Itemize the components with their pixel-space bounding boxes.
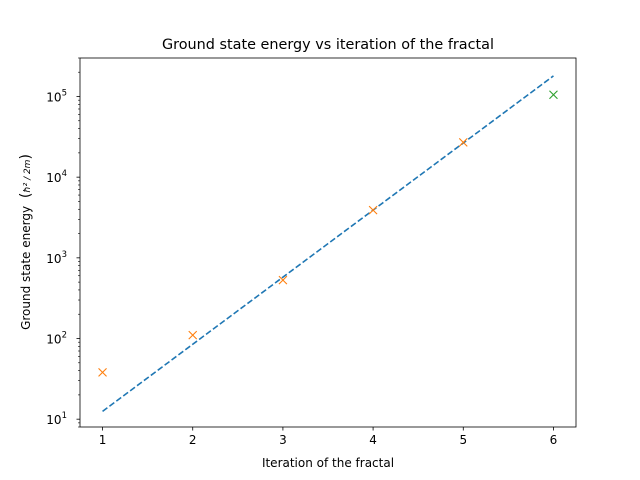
data-point xyxy=(98,368,107,377)
x-tick-label: 5 xyxy=(459,433,467,447)
chart-title: Ground state energy vs iteration of the … xyxy=(162,37,494,53)
y-axis-label-group: Ground state energy (ħ² / 2m) xyxy=(18,154,34,330)
data-point xyxy=(368,205,378,215)
data-point xyxy=(278,275,288,285)
fit-line xyxy=(102,75,554,413)
x-tick-label: 1 xyxy=(99,433,107,447)
y-axis-unit: ħ² / 2m xyxy=(23,159,33,192)
x-axis-label: Iteration of the fractal xyxy=(262,456,394,470)
data-point xyxy=(549,90,558,100)
y-tick-label: 101 xyxy=(46,411,67,427)
x-tick-label: 2 xyxy=(189,433,197,447)
data-point xyxy=(188,330,198,340)
x-tick-label: 3 xyxy=(279,433,287,447)
x-tick-label: 4 xyxy=(369,433,377,447)
plot-frame xyxy=(79,57,577,428)
svg-text:Ground state energy (ħ²: Ground state energy (ħ² / 2m) xyxy=(18,154,34,330)
y-axis-label: Ground state energy xyxy=(19,206,33,330)
data-point xyxy=(458,137,468,147)
y-tick-label: 104 xyxy=(46,169,67,185)
y-tick-label: 102 xyxy=(46,331,67,347)
x-tick-label: 6 xyxy=(550,433,558,447)
y-tick-label: 105 xyxy=(46,88,67,104)
y-tick-label: 103 xyxy=(46,250,67,266)
plot-area: 1 2 3 4 5 6 101 102 103 104 105 xyxy=(46,57,558,447)
